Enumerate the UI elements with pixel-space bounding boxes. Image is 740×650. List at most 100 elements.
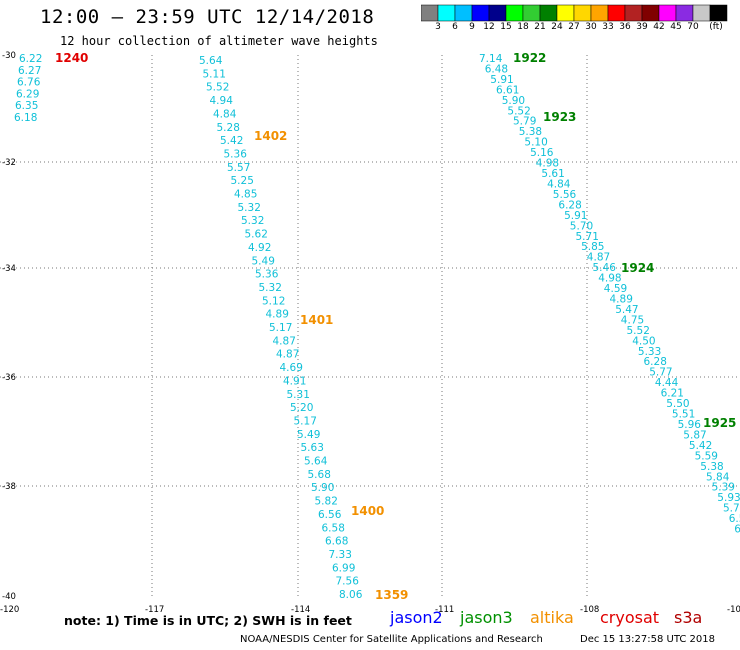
wave-height-value: 4.91 — [283, 375, 306, 387]
map-subtitle: 12 hour collection of altimeter wave hei… — [60, 34, 378, 48]
wave-height-value: 6.99 — [332, 562, 355, 574]
map-title: 12:00 – 23:59 UTC 12/14/2018 — [40, 6, 375, 28]
wave-height-value: 4.87 — [273, 335, 296, 347]
wave-height-value: 5.16 — [530, 147, 554, 159]
wave-height-value: 5.56 — [553, 189, 577, 201]
legend-bar: note: 1) Time is in UTC; 2) SWH is in fe… — [0, 608, 740, 632]
color-scale-label: 9 — [469, 22, 475, 32]
pass-time-label: 1402 — [254, 129, 287, 143]
wave-height-value: 6.68 — [325, 536, 348, 548]
legend-altika: altika — [530, 608, 574, 627]
wave-height-value: 7.14 — [479, 53, 503, 65]
latitude-label: -38 — [2, 482, 16, 492]
longitude-label: -114 — [291, 605, 310, 615]
wave-height-value: 4.94 — [210, 95, 234, 107]
pass-time-label: 1400 — [351, 504, 384, 518]
wave-height-value: 6.21 — [661, 388, 684, 400]
wave-height-value: 4.50 — [632, 335, 655, 347]
wave-height-value: 5.36 — [224, 148, 248, 160]
pass-time-label: 1401 — [300, 313, 333, 327]
wave-height-value: 5.10 — [524, 137, 547, 149]
wave-height-value: 5.87 — [683, 429, 706, 441]
wave-height-value: 5.59 — [695, 450, 718, 462]
wave-height-value: 8.06 — [339, 589, 363, 601]
wave-height-value: 5.32 — [238, 202, 261, 214]
axis-tick-labels: -30 -32 -34 -36 -38 -40 -120 -117 -114 -111 -108 -1… — [0, 51, 740, 615]
wave-height-value: 5.71 — [576, 231, 599, 243]
color-scale-label: 42 — [653, 22, 665, 32]
wave-height-value: 5.32 — [259, 282, 282, 294]
legend-note: note: 1) Time is in UTC; 2) SWH is in fe… — [64, 613, 352, 628]
wave-height-value: 5.52 — [206, 82, 229, 94]
wave-height-value: 6.27 — [18, 65, 41, 77]
color-scale-labels: 3 6 9 12 15 18 21 24 27 30 33 36 39 42 45 70 (ft) — [421, 22, 740, 36]
wave-height-value: 5.57 — [227, 162, 250, 174]
wave-height-value: 4.87 — [587, 252, 610, 264]
legend-s3a: s3a — [674, 608, 703, 627]
pass-time-label: 1924 — [621, 261, 654, 275]
wave-height-value: 6.29 — [16, 88, 39, 100]
wave-height-value: 5.33 — [638, 346, 661, 358]
wave-height-value: 5.85 — [581, 241, 604, 253]
wave-height-value: 4.85 — [234, 189, 257, 201]
wave-height-value: 5.28 — [217, 122, 240, 134]
wave-height-value: 5.46 — [593, 262, 617, 274]
wave-height-value: 5.90 — [502, 95, 525, 107]
wave-height-value: 6.51 — [729, 513, 740, 525]
wave-height-value: 5.38 — [700, 461, 723, 473]
wave-height-value: 4.69 — [280, 362, 303, 374]
latitude-label: -30 — [2, 51, 16, 61]
wave-height-value: 5.20 — [290, 402, 313, 414]
wave-height-value: 5.84 — [706, 471, 730, 483]
wave-height-value: 5.38 — [519, 126, 542, 138]
color-scale-label: 36 — [619, 22, 631, 32]
wave-height-value: 5.39 — [712, 482, 735, 494]
wave-height-value: 5.31 — [287, 389, 310, 401]
wave-height-value: 5.17 — [294, 416, 317, 428]
pass-time-label: 1240 — [55, 51, 88, 65]
wave-height-value: 6.48 — [485, 64, 508, 76]
wave-height-value: 6.58 — [322, 522, 345, 534]
color-scale-label: 12 — [483, 22, 495, 32]
wave-height-value: 4.75 — [621, 314, 644, 326]
wave-height-value: 5.79 — [513, 116, 536, 128]
wave-height-value: 5.91 — [490, 74, 513, 86]
wave-height-value: 4.84 — [213, 108, 237, 120]
wave-height-value: 4.84 — [547, 179, 571, 191]
wave-height-value: 5.42 — [220, 135, 243, 147]
color-scale-label: 6 — [452, 22, 458, 32]
wave-height-value: 5.52 — [507, 105, 530, 117]
wave-height-value: 4.92 — [248, 242, 271, 254]
wave-height-value: 5.82 — [315, 496, 338, 508]
wave-height-value: 6.35 — [15, 100, 38, 112]
wave-height-value: 4.44 — [655, 377, 679, 389]
color-scale-label: 70 — [687, 22, 699, 32]
altimeter-tracks: 6.226.276.766.296.356.185.645.115.524.94… — [14, 53, 740, 601]
wave-height-value: 5.36 — [255, 269, 279, 281]
lat-lon-grid — [0, 55, 740, 596]
color-scale-label: 30 — [585, 22, 597, 32]
wave-height-value: 5.91 — [564, 210, 587, 222]
pass-time-label: 1925 — [703, 416, 736, 430]
wave-height-value: 5.47 — [615, 304, 638, 316]
wave-height-value: 7.33 — [329, 549, 352, 561]
wave-height-value: 5.93 — [717, 492, 740, 504]
wave-height-value: 6.61 — [496, 84, 519, 96]
color-scale-label: 18 — [517, 22, 529, 32]
wave-height-value: 6.22 — [19, 53, 42, 65]
pass-time-label: 1922 — [513, 51, 546, 65]
footer-credit: NOAA/NESDIS Center for Satellite Applica… — [240, 634, 543, 645]
latitude-label: -34 — [2, 264, 16, 274]
color-scale-label: 15 — [500, 22, 512, 32]
wave-height-value: 5.50 — [666, 398, 689, 410]
pass-time-labels: 1240 1402 1401 1400 1359 1922 1923 1924 1925 — [55, 51, 736, 602]
wave-height-value: 4.59 — [604, 283, 627, 295]
longitude-label: -108 — [580, 605, 599, 615]
wave-height-value: 5.49 — [252, 255, 275, 267]
wave-height-value: 6.28 — [644, 356, 667, 368]
wave-height-value: 5.42 — [689, 440, 712, 452]
color-scale-label: 33 — [602, 22, 614, 32]
legend-cryosat: cryosat — [600, 608, 660, 627]
color-scale-label: 27 — [568, 22, 580, 32]
pass-time-label: 1923 — [543, 110, 576, 124]
